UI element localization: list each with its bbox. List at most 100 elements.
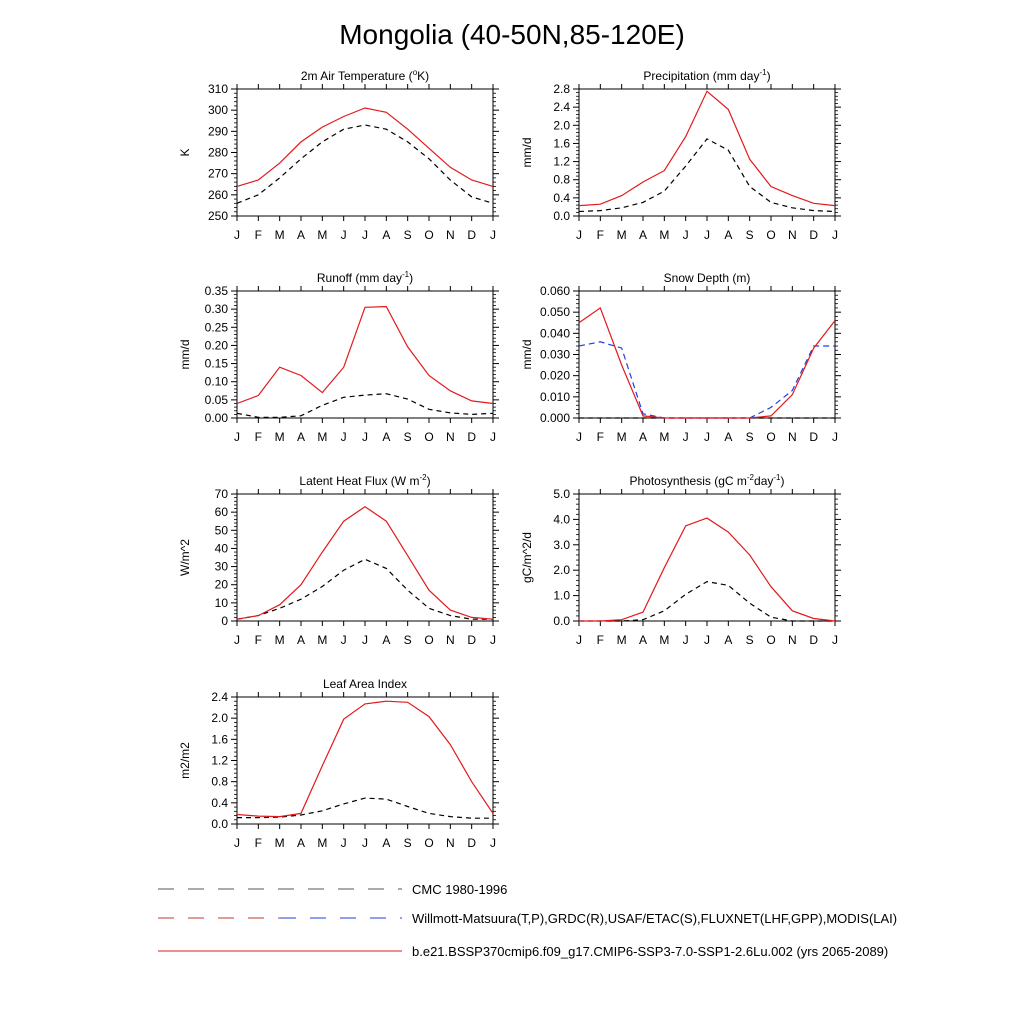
series-line-cmc bbox=[237, 797, 493, 819]
series-line-model bbox=[579, 517, 836, 622]
x-tick-label: J bbox=[362, 836, 368, 850]
series-line-obs bbox=[578, 341, 835, 419]
x-tick-label: F bbox=[255, 633, 262, 647]
y-tick-label: 1.2 bbox=[211, 754, 228, 768]
x-tick-label: J bbox=[683, 228, 689, 242]
y-tick-label: 310 bbox=[208, 82, 228, 96]
x-tick-label: O bbox=[766, 633, 775, 647]
y-tick-label: 0.4 bbox=[211, 796, 228, 810]
series-line-model bbox=[236, 505, 494, 620]
x-tick-label: F bbox=[597, 633, 604, 647]
panel-1: 2m Air Temperature (oK)J F M A M J J A S O N D J2502… bbox=[178, 68, 499, 242]
x-tick-label: F bbox=[255, 430, 262, 444]
x-tick-label: J bbox=[576, 633, 582, 647]
y-tick-label: 0.000 bbox=[540, 411, 570, 425]
x-tick-label: J bbox=[234, 836, 240, 850]
y-tick-label: 2.0 bbox=[553, 563, 570, 577]
x-tick-label: J bbox=[362, 430, 368, 444]
x-tick-label: J bbox=[234, 228, 240, 242]
x-tick-label: N bbox=[788, 633, 797, 647]
x-tick-label: O bbox=[424, 836, 433, 850]
x-tick-label: F bbox=[597, 430, 604, 444]
x-tick-label: D bbox=[467, 836, 476, 850]
x-tick-label: J bbox=[362, 633, 368, 647]
panel-title: 2m Air Temperature (oK) bbox=[301, 68, 429, 83]
x-tick-label: A bbox=[639, 633, 647, 647]
x-tick-label: S bbox=[404, 836, 412, 850]
legend-label: Willmott-Matsuura(T,P),GRDC(R),USAF/ETAC… bbox=[412, 911, 897, 926]
figure-title: Mongolia (40-50N,85-120E) bbox=[339, 19, 685, 50]
x-tick-label: A bbox=[724, 633, 732, 647]
x-tick-label: J bbox=[234, 633, 240, 647]
y-tick-label: 0.0 bbox=[553, 209, 570, 223]
plot-frame bbox=[578, 493, 836, 622]
x-tick-label: J bbox=[832, 228, 838, 242]
panel-2: Precipitation (mm day-1)J F M A M J J A S O N D J0.0… bbox=[520, 68, 841, 242]
x-tick-label: N bbox=[446, 430, 455, 444]
x-tick-label: F bbox=[597, 228, 604, 242]
y-tick-label: 2.0 bbox=[553, 118, 570, 132]
x-tick-label: A bbox=[297, 633, 305, 647]
x-tick-label: J bbox=[490, 228, 496, 242]
y-tick-label: 0.25 bbox=[205, 320, 229, 334]
panel-title: Photosynthesis (gC m-2day-1) bbox=[630, 473, 785, 488]
x-tick-label: A bbox=[724, 228, 732, 242]
x-tick-label: M bbox=[317, 633, 327, 647]
y-tick-label: 0.20 bbox=[205, 338, 229, 352]
x-tick-label: A bbox=[382, 228, 390, 242]
series-line-cmc bbox=[578, 138, 836, 213]
x-tick-label: J bbox=[576, 228, 582, 242]
plot-frame bbox=[236, 290, 494, 419]
x-tick-label: O bbox=[424, 430, 433, 444]
x-tick-label: A bbox=[382, 633, 390, 647]
series-line-model bbox=[236, 700, 494, 818]
panel-3: Runoff (mm day-1)J F M A M J J A S O N D J0.000.050.… bbox=[178, 270, 499, 444]
y-tick-label: 300 bbox=[208, 103, 228, 117]
x-tick-label: J bbox=[341, 836, 347, 850]
x-tick-label: J bbox=[832, 633, 838, 647]
legend-label: b.e21.BSSP370cmip6.f09_g17.CMIP6-SSP3-7.… bbox=[412, 944, 888, 959]
panels: 2m Air Temperature (oK)J F M A M J J A S O N D J2502… bbox=[178, 68, 841, 850]
x-tick-label: M bbox=[275, 228, 285, 242]
x-tick-label: J bbox=[683, 430, 689, 444]
y-tick-label: 0.30 bbox=[205, 302, 229, 316]
series-line-cmc bbox=[236, 393, 494, 418]
y-axis-label: mm/d bbox=[520, 340, 534, 370]
x-tick-label: M bbox=[617, 430, 627, 444]
y-tick-label: 2.8 bbox=[553, 82, 570, 96]
x-tick-label: M bbox=[275, 633, 285, 647]
y-tick-label: 3.0 bbox=[553, 538, 570, 552]
y-tick-label: 2.0 bbox=[211, 711, 228, 725]
x-tick-label: O bbox=[766, 430, 775, 444]
plot-frame bbox=[236, 696, 494, 825]
y-tick-label: 0.8 bbox=[211, 775, 228, 789]
y-tick-label: 0.10 bbox=[205, 375, 229, 389]
x-tick-label: N bbox=[446, 633, 455, 647]
series-line-cmc bbox=[579, 580, 835, 622]
x-tick-label: M bbox=[659, 430, 669, 444]
x-tick-label: M bbox=[617, 633, 627, 647]
y-tick-label: 0 bbox=[221, 614, 228, 628]
x-tick-label: J bbox=[341, 228, 347, 242]
x-tick-label: J bbox=[490, 836, 496, 850]
x-tick-label: S bbox=[404, 430, 412, 444]
x-tick-label: J bbox=[704, 430, 710, 444]
series-line-cmc bbox=[236, 124, 494, 204]
y-tick-label: 0.010 bbox=[540, 390, 570, 404]
x-tick-label: S bbox=[746, 228, 754, 242]
x-tick-label: M bbox=[275, 836, 285, 850]
x-tick-label: O bbox=[424, 228, 433, 242]
x-tick-label: A bbox=[297, 228, 305, 242]
x-tick-label: N bbox=[788, 228, 797, 242]
x-tick-label: N bbox=[788, 430, 797, 444]
y-tick-label: 0.020 bbox=[540, 369, 570, 383]
x-tick-label: J bbox=[362, 228, 368, 242]
y-axis-label: K bbox=[178, 148, 192, 156]
panel-5: Latent Heat Flux (W m-2)J F M A M J J A S O N D J010… bbox=[178, 473, 499, 647]
x-tick-label: A bbox=[639, 228, 647, 242]
y-tick-label: 250 bbox=[208, 209, 228, 223]
y-tick-label: 0.4 bbox=[553, 191, 570, 205]
y-tick-label: 0.060 bbox=[540, 284, 570, 298]
y-tick-label: 30 bbox=[215, 560, 229, 574]
